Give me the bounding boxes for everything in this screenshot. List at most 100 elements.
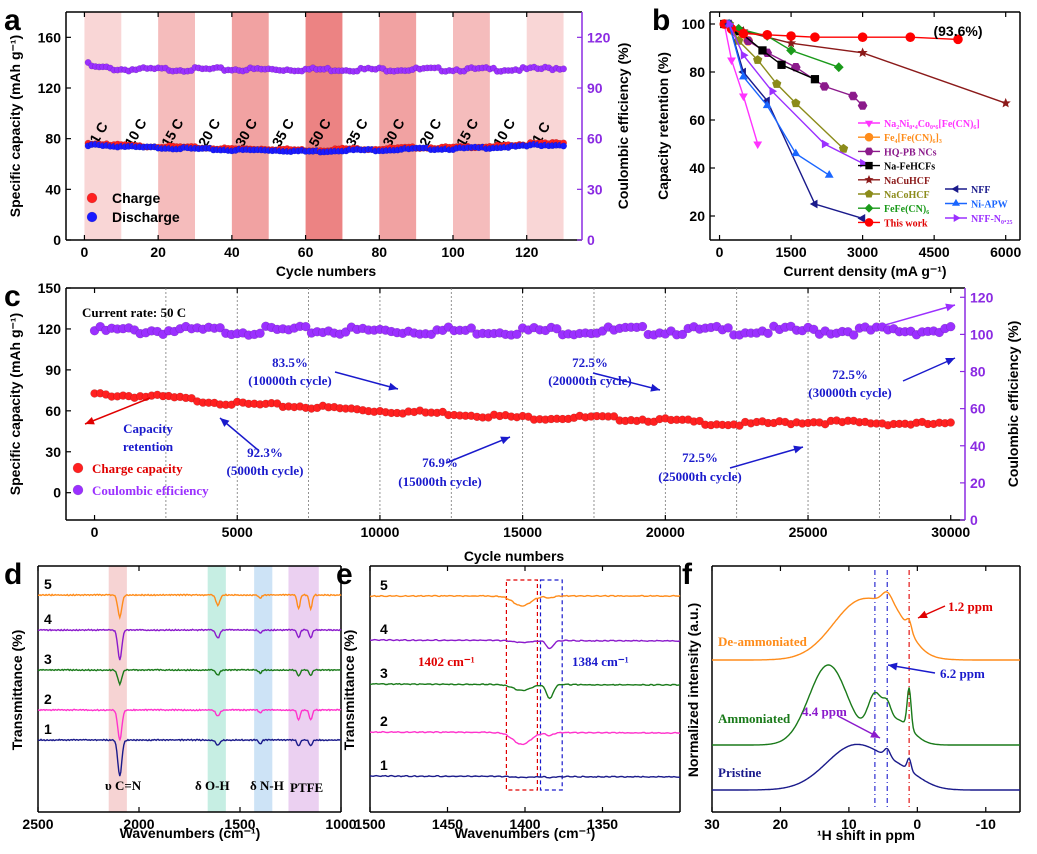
peak-label: 4.4 ppm bbox=[802, 704, 847, 719]
retention-arrow-head bbox=[85, 416, 95, 425]
x-tick-label: 1500 bbox=[224, 816, 255, 832]
legend-label: NFF bbox=[971, 185, 990, 196]
panel-label: a bbox=[4, 4, 21, 37]
x-tick-label: 100 bbox=[441, 244, 465, 260]
discharge-point bbox=[560, 142, 567, 150]
series-point bbox=[740, 50, 749, 60]
x-tick-label: 1400 bbox=[509, 816, 540, 832]
capacity-retention-label: Capacity bbox=[123, 421, 173, 436]
y2-tick-label: 0 bbox=[970, 512, 978, 528]
x-tick-label: 3000 bbox=[847, 244, 878, 260]
series-point bbox=[848, 91, 858, 101]
x-tick-label: 25000 bbox=[789, 524, 828, 540]
series-point bbox=[772, 79, 782, 88]
legend-marker bbox=[864, 120, 874, 128]
y-tick-label: 150 bbox=[38, 280, 62, 296]
x-tick-label: 0 bbox=[91, 524, 99, 540]
rate-label: 20 C bbox=[195, 116, 224, 150]
series-point bbox=[777, 60, 786, 69]
x-tick-label: 4500 bbox=[919, 244, 950, 260]
y-axis-label: Specific capacity (mAh g⁻¹) bbox=[7, 313, 23, 495]
rate-band bbox=[158, 12, 195, 240]
legend-label: NaCuHCF bbox=[884, 176, 930, 187]
panel-c: 0 5000 10000 15000 20000 25000 300000306090120… bbox=[4, 280, 1021, 564]
spectrum-line bbox=[37, 708, 342, 741]
series-point bbox=[1000, 97, 1011, 108]
x-tick-label: 1500 bbox=[354, 816, 385, 832]
retention-pct: 72.5% bbox=[682, 450, 718, 465]
band-label: δ O-H bbox=[195, 778, 230, 793]
spectrum-line bbox=[369, 774, 681, 779]
y-axis-label: Transmittance (%) bbox=[9, 630, 25, 751]
series-point bbox=[769, 86, 778, 96]
y-tick-label: 80 bbox=[689, 64, 705, 80]
y2-tick-label: 80 bbox=[970, 364, 986, 380]
legend-discharge-label: Discharge bbox=[112, 209, 180, 225]
rate-band bbox=[453, 12, 490, 240]
retention-cycle: (30000th cycle) bbox=[808, 385, 891, 400]
ce-point bbox=[946, 321, 956, 332]
series-point bbox=[743, 36, 754, 46]
retention-pct: 92.3% bbox=[247, 445, 283, 460]
x-tick-label: 60 bbox=[298, 244, 314, 260]
y2-axis-label: Coulombic efficiency (%) bbox=[615, 43, 631, 209]
series-point bbox=[833, 62, 844, 73]
ce-point bbox=[677, 329, 688, 340]
legend-label: FeFe(CN)₆ bbox=[884, 204, 929, 215]
y-tick-label: 160 bbox=[38, 29, 62, 45]
x-tick-label: -10 bbox=[976, 816, 996, 832]
retention-cycle: (10000th cycle) bbox=[248, 373, 331, 388]
retention-arrow-head bbox=[500, 436, 510, 445]
series-point bbox=[809, 199, 818, 209]
y2-axis-label: Coulombic efficiency (%) bbox=[1005, 321, 1021, 487]
y-tick-label: 120 bbox=[38, 80, 62, 96]
ce-point bbox=[512, 329, 522, 339]
panel-e: 1500 1450 1400 1350 5 4 3 2 1 1402 cm⁻¹ 1384 cm⁻¹ W… bbox=[336, 558, 681, 841]
ce-arrow bbox=[884, 304, 956, 326]
spectrum-label: 4 bbox=[380, 621, 388, 637]
band-label: δ N-H bbox=[250, 778, 284, 793]
x-tick-label: 15000 bbox=[503, 524, 542, 540]
spectrum-label: 3 bbox=[44, 651, 52, 667]
y-axis-label: Transmittance (%) bbox=[341, 630, 357, 751]
retention-arrow bbox=[592, 372, 661, 391]
peak-arrow-head bbox=[918, 610, 928, 618]
y2-tick-label: 120 bbox=[587, 29, 611, 45]
y-tick-label: 80 bbox=[45, 131, 61, 147]
x-axis-label: Cycle numbers bbox=[464, 548, 565, 564]
rate-band bbox=[526, 12, 564, 240]
panel-b: 0 1500 3000 4500 6000 20 40 60 80 100 (93.6%) Na₂Ni… bbox=[652, 4, 1021, 279]
retention-pct: 76.9% bbox=[422, 455, 458, 470]
series-point bbox=[821, 139, 830, 149]
ce-point bbox=[763, 328, 773, 339]
x-tick-label: 30 bbox=[704, 816, 720, 832]
ce-point bbox=[848, 330, 859, 340]
legend-discharge-marker bbox=[86, 211, 98, 223]
spectrum-line bbox=[37, 668, 342, 687]
spectrum-label: 4 bbox=[44, 611, 52, 627]
legend-marker bbox=[864, 132, 874, 142]
rate-band bbox=[379, 12, 417, 240]
spectrum-label: 1 bbox=[44, 721, 52, 737]
x-axis-label: Wavenumbers (cm⁻¹) bbox=[120, 825, 261, 841]
series-line bbox=[723, 23, 959, 41]
y-tick-label: 0 bbox=[53, 485, 61, 501]
y2-tick-label: 100 bbox=[970, 326, 994, 342]
y2-tick-label: 90 bbox=[587, 80, 603, 96]
band-label: υ C=N bbox=[105, 778, 142, 793]
ce-point bbox=[466, 323, 476, 333]
series-point bbox=[791, 98, 801, 108]
peak-label: 1.2 ppm bbox=[948, 599, 993, 614]
y-tick-label: 40 bbox=[689, 160, 705, 176]
y-tick-label: 20 bbox=[689, 208, 705, 224]
legend-label: Ni-APW bbox=[971, 200, 1008, 211]
peak-label-1402: 1402 cm⁻¹ bbox=[418, 654, 475, 669]
retention-arrow bbox=[445, 436, 511, 464]
nmr-line bbox=[712, 743, 1020, 791]
band-shade bbox=[207, 566, 226, 812]
series-point bbox=[762, 29, 773, 40]
band-shade bbox=[288, 566, 319, 812]
ce-arrow-head bbox=[945, 303, 955, 312]
series-point bbox=[810, 32, 820, 43]
x-tick-label: 40 bbox=[224, 244, 240, 260]
